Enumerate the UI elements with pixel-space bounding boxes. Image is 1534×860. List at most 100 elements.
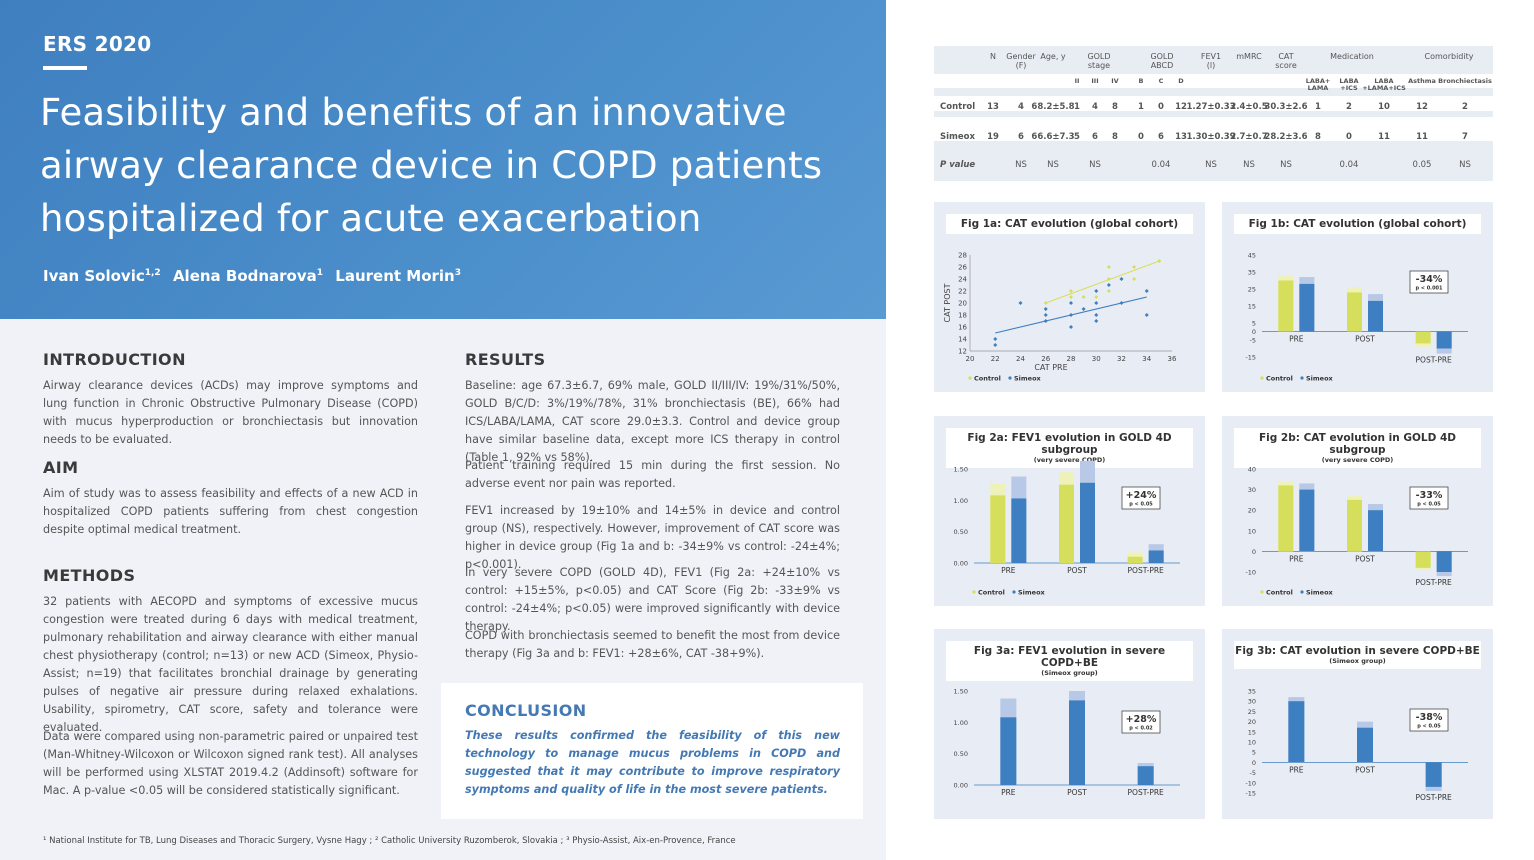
y-tick-label: 18 [958, 312, 967, 320]
bar-simeox [1288, 701, 1305, 763]
table-subheader: B [1138, 77, 1144, 85]
author-name: Laurent Morin [335, 267, 455, 285]
x-tick-label: 32 [1117, 355, 1126, 363]
y-tick-label: 5 [1252, 320, 1256, 328]
scatter-point [1043, 319, 1048, 323]
y-tick-label: -15 [1245, 790, 1256, 798]
y-tick-label: 1.50 [954, 688, 968, 696]
y-tick-label: 1.50 [954, 466, 968, 474]
y-tick-label: 25 [1248, 708, 1256, 716]
left-column: ERS 2020 Feasibility and benefits of an … [0, 0, 886, 860]
table-cell: NS [1280, 160, 1292, 170]
x-tick-label: 22 [991, 355, 1000, 363]
table-cell: 11 [1378, 132, 1390, 142]
table-header-cat: CAT score [1275, 52, 1297, 70]
table-cell: 5 [1074, 132, 1080, 142]
table-cell: 0 [1346, 132, 1352, 142]
conference-label: ERS 2020 [43, 32, 152, 56]
table-header-row [934, 46, 1493, 74]
aim-heading: AIM [43, 458, 79, 477]
scatter-point [1119, 301, 1124, 305]
legend-marker-control [968, 376, 972, 380]
table-row-divider [934, 141, 1493, 153]
scatter-point [1144, 313, 1149, 317]
x-tick-label: 20 [966, 355, 975, 363]
x-tick-label: 26 [1041, 355, 1050, 363]
scatter-point [1094, 295, 1099, 299]
table-cell: 1 [1315, 102, 1321, 112]
table-subheader: II [1074, 77, 1080, 85]
figure-3a-panel: Fig 3a: FEV1 evolution in severe COPD+BE… [934, 629, 1205, 819]
baseline-table: N Gender (F) Age, y GOLD stage GOLD ABCD FEV1 (l)… [934, 46, 1493, 181]
bar-control [1278, 280, 1294, 332]
scatter-point [1069, 325, 1073, 329]
scatter-point [1043, 313, 1048, 317]
table-header-medication: Medication [1330, 52, 1374, 61]
scatter-point [1069, 289, 1073, 293]
scatter-point [1157, 259, 1162, 263]
bar-control [1059, 484, 1074, 563]
methods-text-2: Data were compared using non-parametric … [43, 730, 418, 797]
x-category-label: POST [1067, 788, 1087, 797]
introduction-heading: INTRODUCTION [43, 350, 186, 369]
table-cell: 0.05 [1412, 160, 1432, 170]
legend-label: Simeox [1018, 589, 1046, 597]
y-tick-label: 12 [958, 348, 967, 356]
annotation-box [1121, 486, 1161, 510]
annotation-box [1121, 710, 1161, 734]
x-category-label: POST [1355, 554, 1375, 563]
x-category-label: POST-PRE [1128, 788, 1165, 797]
figure-subtitle: (Simeox group) [1329, 657, 1386, 665]
table-row-label: Control [940, 102, 976, 112]
bar-control [1415, 331, 1431, 344]
x-category-label: POST-PRE [1416, 578, 1453, 587]
bar-simeox [1436, 551, 1452, 572]
y-tick-label: 0.50 [954, 528, 968, 536]
table-cell: NS [1243, 160, 1255, 170]
table-subheader: III [1091, 77, 1099, 85]
scatter-point [1069, 301, 1073, 305]
table-row-divider [934, 111, 1493, 117]
table-row-pvalue [934, 153, 1493, 181]
results-heading: RESULTS [465, 350, 546, 369]
x-tick-label: 36 [1168, 355, 1177, 363]
bar-simeox [1357, 727, 1373, 763]
results-text-3: FEV1 increased by 19±10% and 14±5% in de… [465, 504, 840, 571]
y-tick-label: 1.00 [954, 497, 968, 505]
table-cell: 1.30±0.39 [1186, 132, 1236, 142]
legend-label: Simeox [1306, 589, 1334, 597]
table-cell: 7 [1462, 132, 1468, 142]
table-cell: NS [1089, 160, 1101, 170]
table-subheader: IV [1111, 77, 1119, 85]
table-cell: 19 [987, 132, 999, 142]
annotation-p-value: p < 0.05 [1417, 724, 1441, 730]
figure-title: Fig 2a: FEV1 evolution in GOLD 4D subgro… [967, 432, 1172, 456]
annotation-value: +24% [1126, 490, 1157, 501]
author-affiliation: 1 [316, 268, 324, 278]
scatter-point [1069, 295, 1073, 299]
table-cell: 0 [1158, 102, 1164, 112]
y-tick-label: 1.00 [954, 719, 968, 727]
x-category-label: POST-PRE [1416, 793, 1453, 802]
legend-label: Control [1266, 589, 1293, 597]
figure-title: Fig 3a: FEV1 evolution in severe COPD+BE [973, 645, 1166, 669]
figure-title-card: Fig 3a: FEV1 evolution in severe COPD+BE… [946, 641, 1193, 681]
y-tick-label: 15 [1248, 728, 1256, 736]
table-header-gold_abcd: GOLD ABCD [1150, 52, 1174, 70]
bar-control [1127, 556, 1143, 563]
y-tick-label: 14 [958, 336, 967, 344]
scatter-point [1132, 277, 1137, 281]
table-cell: 0.04 [1339, 160, 1359, 170]
table-cell: 28.2±3.6 [1264, 132, 1308, 142]
table-cell: 2.7±0.7 [1230, 132, 1268, 142]
y-tick-label: 20 [1248, 507, 1256, 515]
y-tick-label: 22 [958, 288, 967, 296]
y-tick-label: 10 [1248, 527, 1256, 535]
scatter-point [993, 343, 998, 347]
table-cell: NS [1205, 160, 1217, 170]
table-cell: 10 [1378, 102, 1390, 112]
bar-control [1347, 499, 1362, 552]
table-cell: 30.3±2.6 [1264, 102, 1308, 112]
y-tick-label: -10 [1245, 779, 1256, 787]
scatter-point [1081, 307, 1086, 311]
